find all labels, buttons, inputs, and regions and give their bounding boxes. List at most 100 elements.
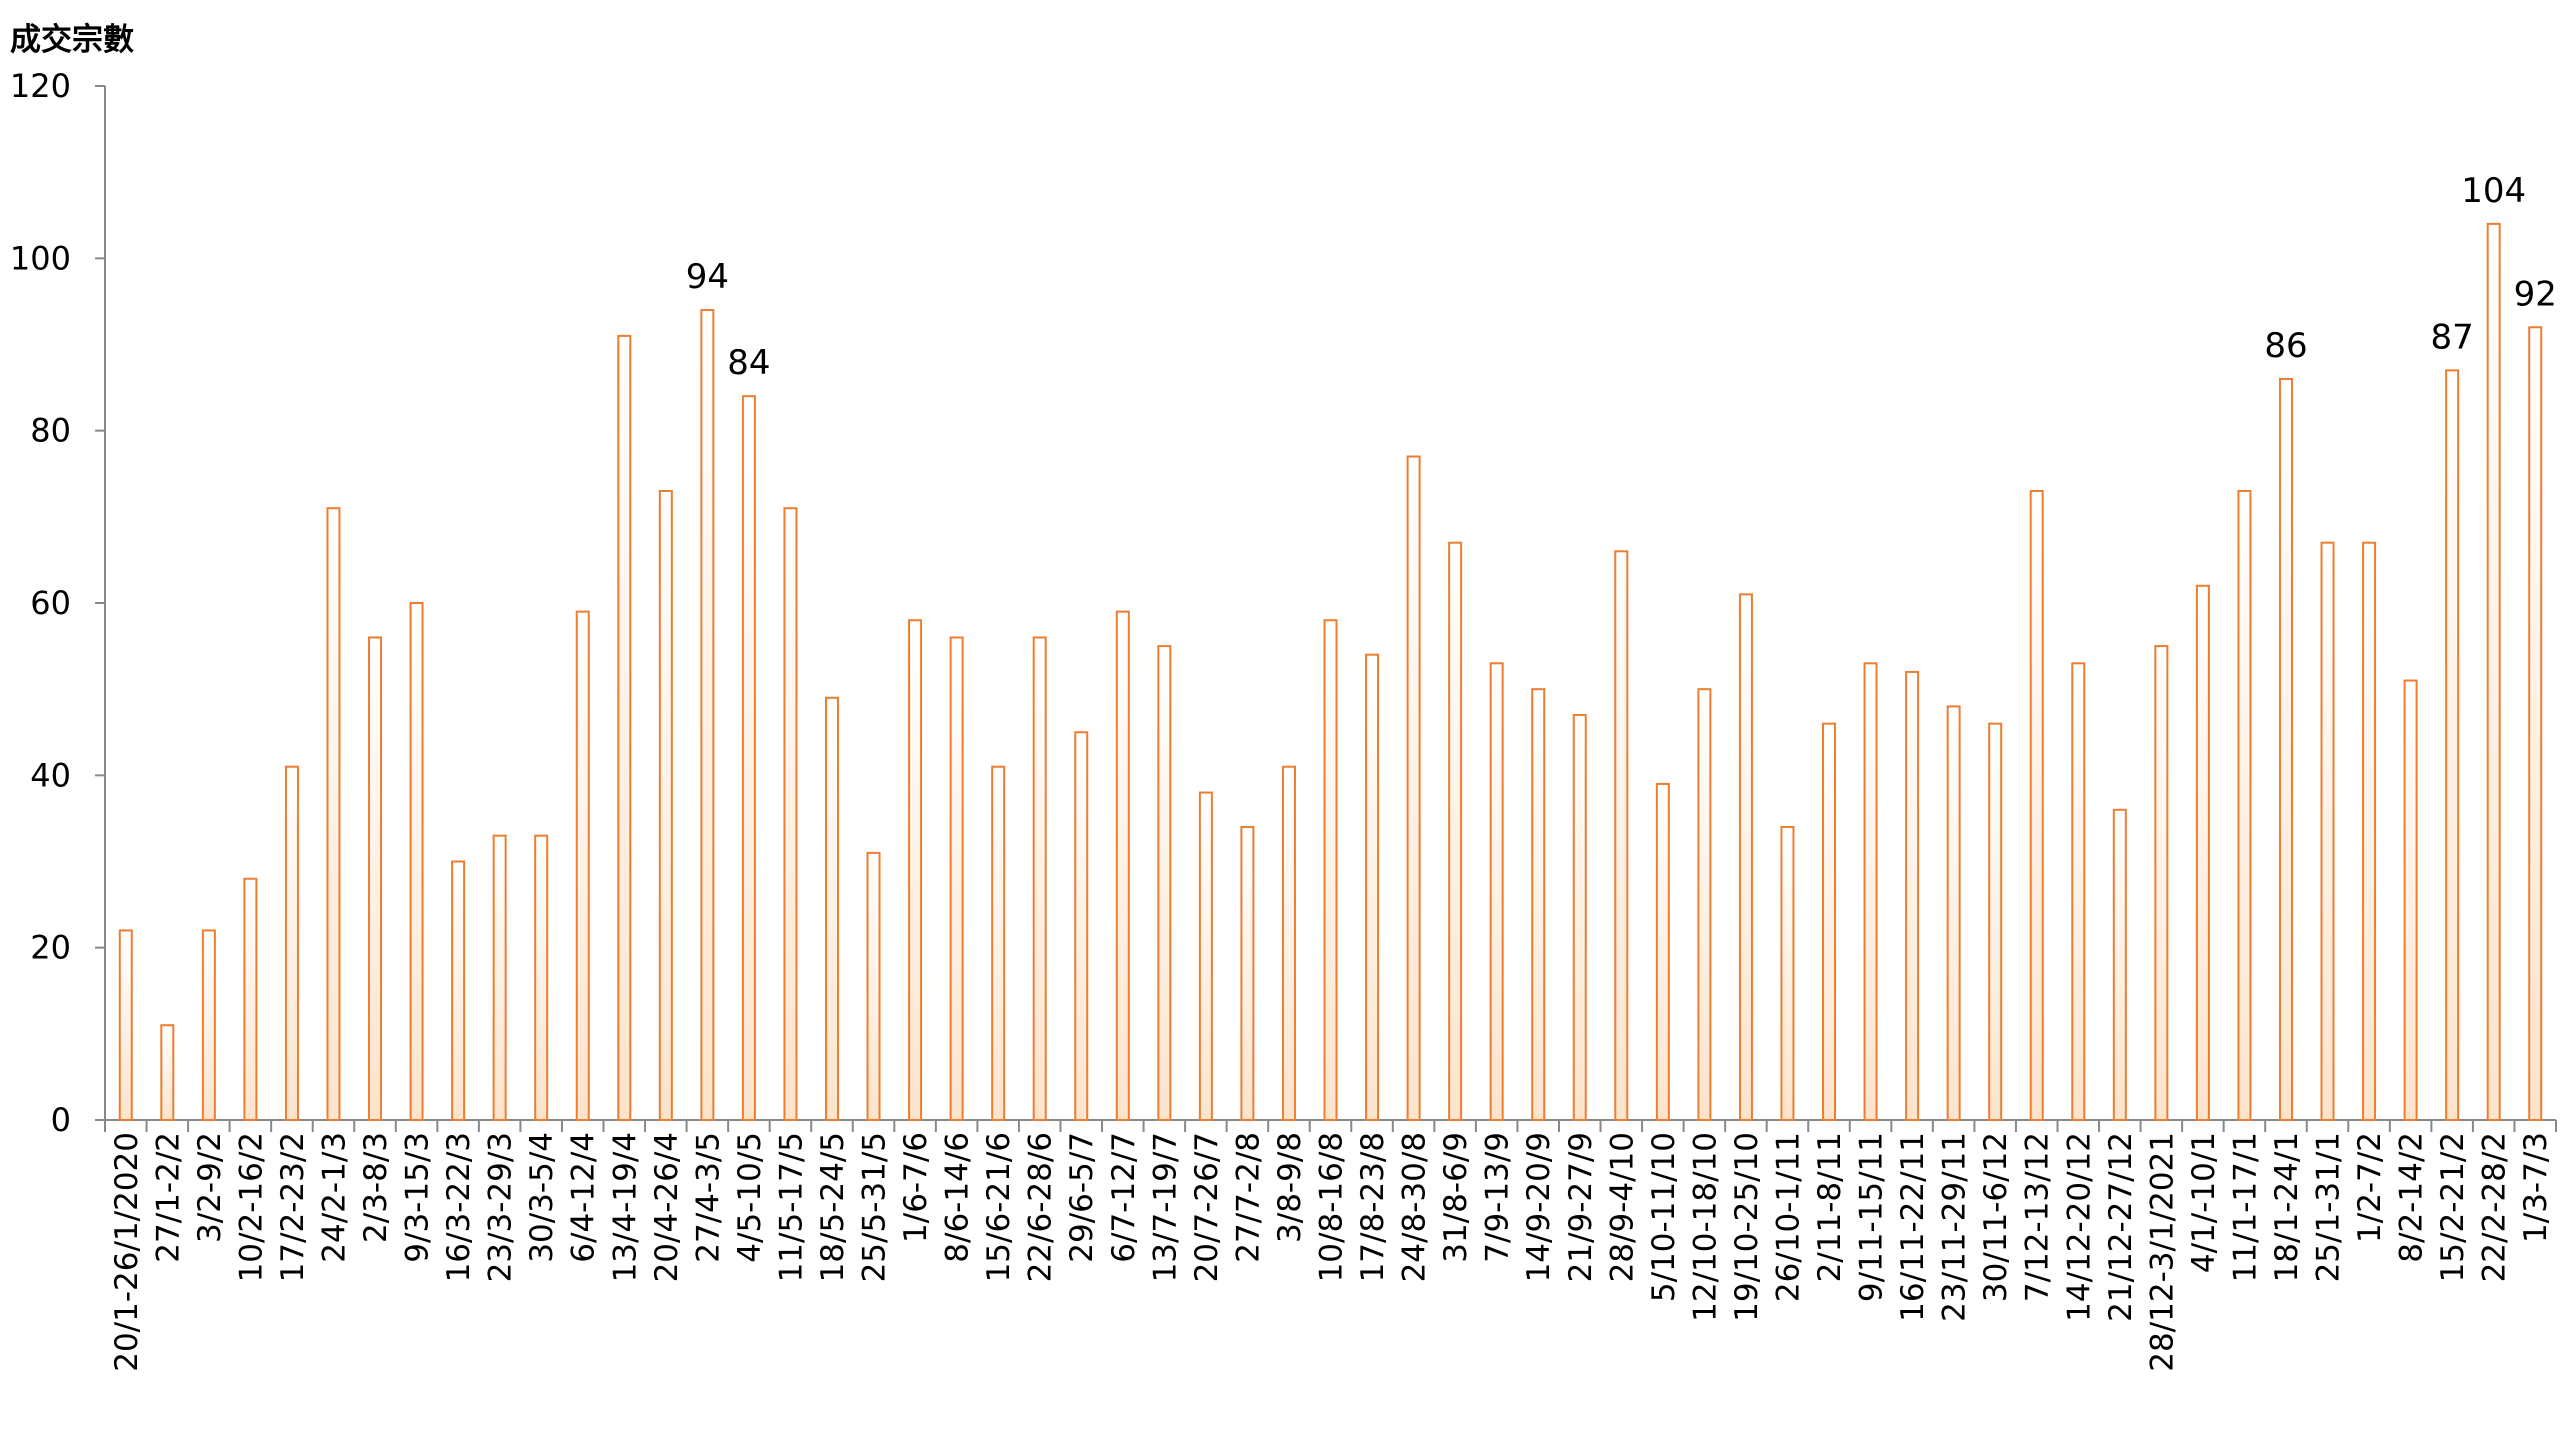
- bar: [2112, 808, 2127, 1121]
- y-tick-label: 20: [30, 929, 71, 967]
- bar: [409, 602, 424, 1121]
- data-label: 104: [2461, 171, 2526, 211]
- bar: [284, 765, 299, 1121]
- x-tick-label: 16/3-22/3: [441, 1132, 477, 1282]
- bar: [1780, 826, 1795, 1121]
- bar: [1115, 610, 1130, 1121]
- x-tick-label: 20/7-26/7: [1189, 1132, 1225, 1282]
- x-tick-label: 18/1-24/1: [2269, 1132, 2305, 1282]
- bar: [2528, 326, 2543, 1121]
- x-tick-label: 7/12-13/12: [2020, 1132, 2056, 1302]
- bar: [617, 334, 632, 1121]
- bar: [1572, 714, 1587, 1121]
- x-tick-label: 7/9-13/9: [1480, 1132, 1516, 1263]
- x-tick-label: 15/6-21/6: [981, 1132, 1017, 1282]
- y-axis-title: 成交宗數: [10, 22, 134, 58]
- x-tick-label: 9/3-15/3: [400, 1132, 436, 1263]
- bar: [160, 1024, 175, 1122]
- bar: [908, 619, 923, 1121]
- bar: [492, 834, 507, 1122]
- x-tick-label: 5/10-11/10: [1646, 1132, 1682, 1302]
- bar: [2029, 489, 2044, 1121]
- x-tick-label: 13/7-19/7: [1147, 1132, 1183, 1282]
- x-tick-label: 14/12-20/12: [2061, 1132, 2097, 1322]
- bar: [1365, 653, 1380, 1121]
- bar: [451, 860, 466, 1121]
- x-tick-label: 18/5-24/5: [815, 1132, 851, 1282]
- x-tick-label: 14/9-20/9: [1521, 1132, 1557, 1282]
- x-tick-label: 12/10-18/10: [1687, 1132, 1723, 1322]
- bar: [700, 309, 715, 1121]
- x-tick-label: 16/11-22/11: [1895, 1132, 1931, 1322]
- bar: [1863, 662, 1878, 1121]
- y-tick-label: 0: [51, 1101, 71, 1139]
- x-tick-label: 30/3-5/4: [524, 1132, 560, 1263]
- x-tick-label: 8/2-14/2: [2394, 1132, 2430, 1263]
- y-tick-label: 40: [30, 756, 71, 794]
- x-tick-label: 4/1/-10/1: [2186, 1132, 2222, 1273]
- bar: [1988, 722, 2003, 1122]
- bar: [949, 636, 964, 1121]
- x-tick-label: 23/3-29/3: [483, 1132, 519, 1282]
- bar: [1240, 826, 1255, 1121]
- x-tick-label: 28/9-4/10: [1604, 1132, 1640, 1282]
- x-tick-label: 1/2-7/2: [2352, 1132, 2388, 1243]
- y-tick-label: 100: [10, 239, 71, 277]
- bar: [1281, 765, 1296, 1121]
- bar: [783, 507, 798, 1121]
- x-tick-label: 25/5-31/5: [857, 1132, 893, 1282]
- bar: [326, 507, 341, 1121]
- bar: [1655, 782, 1670, 1121]
- x-tick-label: 25/1-31/1: [2311, 1132, 2347, 1282]
- x-tick-label: 27/7-2/8: [1230, 1132, 1266, 1263]
- bar: [575, 610, 590, 1121]
- x-tick-label: 30/11-6/12: [1978, 1132, 2014, 1302]
- bar: [1738, 593, 1753, 1121]
- x-tick-label: 26/10-1/11: [1770, 1132, 1806, 1302]
- bar: [1406, 455, 1421, 1121]
- data-label: 86: [2264, 326, 2307, 366]
- bar: [1531, 688, 1546, 1122]
- data-label: 87: [2431, 317, 2474, 357]
- x-tick-label: 22/2-28/2: [2477, 1132, 2513, 1282]
- x-tick-label: 1/6-7/6: [898, 1132, 934, 1243]
- bar: [1032, 636, 1047, 1121]
- bar: [1198, 791, 1213, 1121]
- x-tick-label: 11/1-17/1: [2227, 1132, 2263, 1282]
- bar: [741, 395, 756, 1121]
- bar: [2486, 222, 2501, 1122]
- x-tick-label: 3/2-9/2: [192, 1132, 228, 1243]
- x-tick-label: 20/1-26/1/2020: [109, 1132, 145, 1372]
- x-tick-label: 17/2-23/2: [275, 1132, 311, 1282]
- bar: [2278, 377, 2293, 1121]
- x-tick-label: 6/4-12/4: [566, 1132, 602, 1263]
- bar: [2237, 489, 2252, 1121]
- bar: [243, 877, 258, 1121]
- bar: [991, 765, 1006, 1121]
- bar: [658, 489, 673, 1121]
- x-tick-label: 23/11-29/11: [1937, 1132, 1973, 1322]
- x-tick-label: 8/6-14/6: [940, 1132, 976, 1263]
- x-tick-label: 15/2-21/2: [2435, 1132, 2471, 1282]
- x-tick-label: 17/8-23/8: [1355, 1132, 1391, 1282]
- bar: [866, 851, 881, 1122]
- x-tick-label: 22/6-28/6: [1023, 1132, 1059, 1282]
- x-tick-label: 4/5-10/5: [732, 1132, 768, 1263]
- bar: [118, 929, 133, 1122]
- bar: [1697, 688, 1712, 1122]
- bar: [2320, 541, 2335, 1121]
- x-tick-label: 11/5-17/5: [773, 1132, 809, 1282]
- x-tick-label: 24/2-1/3: [316, 1132, 352, 1263]
- bar: [2195, 584, 2210, 1121]
- data-label: 92: [2514, 274, 2557, 314]
- x-tick-label: 2/11-8/11: [1812, 1132, 1848, 1282]
- bar: [1157, 645, 1172, 1121]
- x-tick-label: 9/11-15/11: [1854, 1132, 1890, 1302]
- bar: [1489, 662, 1504, 1121]
- data-label: 84: [727, 343, 770, 383]
- x-tick-label: 24/8-30/8: [1397, 1132, 1433, 1282]
- x-tick-label: 27/1-2/2: [150, 1132, 186, 1263]
- x-tick-label: 19/10-25/10: [1729, 1132, 1765, 1322]
- bar: [2362, 541, 2377, 1121]
